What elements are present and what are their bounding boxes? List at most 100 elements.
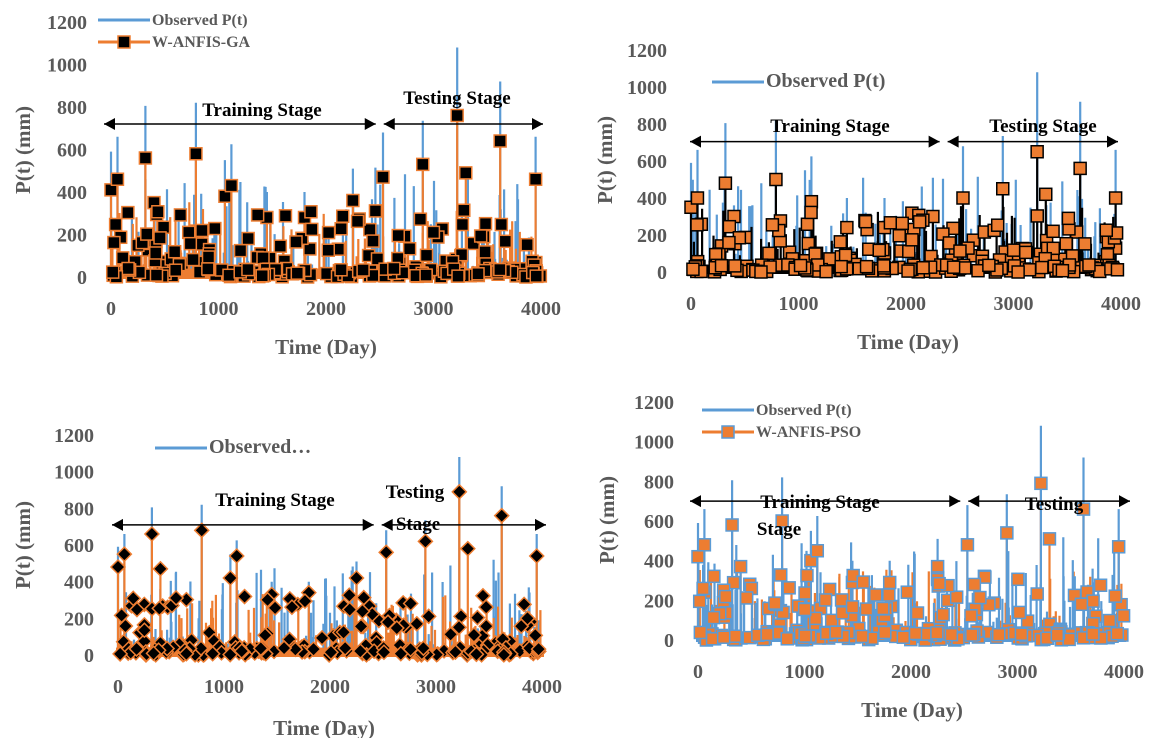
data-point-marker — [168, 263, 183, 277]
data-point-marker — [304, 205, 318, 219]
data-point-marker — [348, 569, 365, 587]
data-point-marker — [416, 157, 430, 172]
data-point-marker — [391, 228, 405, 243]
data-point-marker — [167, 244, 182, 259]
legend-label: Observed P(t) — [152, 12, 248, 29]
x-axis-title: Time (Day) — [273, 716, 375, 738]
data-point-marker — [469, 609, 486, 626]
data-point-marker — [478, 245, 492, 259]
data-point-marker — [474, 587, 492, 604]
data-point-marker — [728, 629, 742, 643]
arrow-head — [1107, 135, 1118, 148]
data-point-marker — [690, 218, 704, 232]
data-point-marker — [810, 544, 825, 558]
y-tick-label: 0 — [664, 630, 674, 652]
data-point-marker — [296, 593, 314, 610]
data-point-marker — [426, 225, 441, 240]
legend: Observed P(t) W-ANFIS-PSO — [702, 402, 861, 441]
data-point-marker — [442, 626, 459, 643]
data-point-marker — [754, 265, 768, 279]
stage-annotation: Training Stage — [215, 490, 334, 511]
data-point-marker — [707, 569, 721, 584]
data-point-marker — [1116, 609, 1131, 623]
data-point-marker — [834, 593, 849, 607]
data-point-marker — [1093, 578, 1108, 593]
data-point-marker — [910, 606, 925, 620]
data-point-marker — [992, 627, 1006, 642]
data-point-marker — [900, 585, 915, 599]
data-point-marker — [819, 264, 833, 279]
x-tick-label: 1000 — [779, 293, 819, 315]
data-point-marker — [1086, 627, 1100, 641]
x-tick-label: 2000 — [306, 298, 346, 320]
data-point-marker — [136, 622, 153, 639]
x-tick-label: 4000 — [522, 676, 562, 698]
x-tick-label: 3000 — [994, 293, 1034, 315]
data-point-marker — [109, 558, 127, 576]
data-point-marker — [459, 166, 473, 180]
data-point-marker — [208, 221, 222, 236]
stage-arrows — [112, 518, 546, 531]
data-point-marker — [1046, 241, 1061, 256]
y-tick-label: 200 — [637, 225, 667, 247]
x-tick-label: 0 — [686, 293, 696, 315]
stage-annotation: Testing Stage — [989, 116, 1097, 137]
data-point-marker — [387, 261, 401, 276]
data-point-marker — [151, 600, 168, 617]
data-point-marker — [354, 603, 371, 620]
data-point-marker — [967, 577, 982, 592]
data-point-marker — [800, 568, 814, 583]
data-point-marker — [930, 626, 944, 640]
data-point-marker — [149, 268, 164, 282]
data-point-marker — [121, 205, 135, 220]
legend-label: Observed P(t) — [766, 70, 885, 92]
arrow-head — [928, 135, 940, 148]
data-point-marker — [375, 644, 393, 661]
data-point-marker — [859, 602, 874, 616]
y-tick-label: 1200 — [634, 392, 674, 414]
data-point-marker — [186, 252, 200, 267]
data-point-marker — [128, 601, 146, 618]
data-point-marker — [1074, 597, 1089, 612]
data-point-marker — [990, 218, 1005, 232]
chart-panel-2: 0 200 400 600 800 1000 1200 0 1000 2000 3000 4000 P(… — [593, 40, 1141, 354]
data-point-marker — [1046, 224, 1060, 239]
chart-panel-4: 0 200 400 600 800 1000 1200 0 1000 2000 3000 4000 P(… — [595, 392, 1144, 722]
data-point-marker — [267, 599, 284, 616]
y-tick-label: 800 — [637, 114, 667, 136]
data-point-marker — [782, 581, 796, 595]
arrow-head — [947, 135, 959, 148]
data-point-marker — [337, 640, 354, 657]
y-tick-label: 1000 — [634, 432, 674, 454]
arrow-head — [949, 495, 961, 508]
data-point-marker — [417, 533, 434, 550]
data-point-marker — [725, 518, 739, 532]
data-point-marker — [128, 640, 145, 658]
data-point-marker — [1011, 572, 1025, 587]
data-point-marker — [228, 547, 245, 565]
x-tick-label: 4000 — [521, 298, 561, 320]
data-point-marker — [520, 237, 534, 252]
data-point-marker — [896, 630, 911, 644]
x-tick-label: 3000 — [416, 676, 456, 698]
data-point-marker — [402, 641, 419, 658]
data-point-marker — [420, 608, 437, 625]
arrow-head — [532, 118, 543, 130]
data-point-marker — [140, 227, 154, 241]
data-point-marker — [818, 593, 833, 607]
data-point-marker — [1082, 258, 1096, 272]
data-point-marker — [402, 241, 417, 256]
data-point-marker — [774, 568, 788, 582]
stage-annotation: Testing — [1025, 494, 1084, 515]
stage-annotation: Stage — [757, 519, 801, 540]
data-point-marker — [450, 619, 468, 636]
arrow-head — [381, 518, 393, 531]
stage-annotation: Stage — [396, 514, 440, 535]
y-tick-label: 600 — [637, 151, 667, 173]
data-point-marker — [965, 628, 979, 642]
data-point-marker — [978, 570, 992, 584]
data-point-marker — [838, 248, 853, 263]
data-point-marker — [690, 191, 705, 205]
data-point-marker — [800, 217, 815, 232]
data-point-marker — [121, 261, 135, 276]
